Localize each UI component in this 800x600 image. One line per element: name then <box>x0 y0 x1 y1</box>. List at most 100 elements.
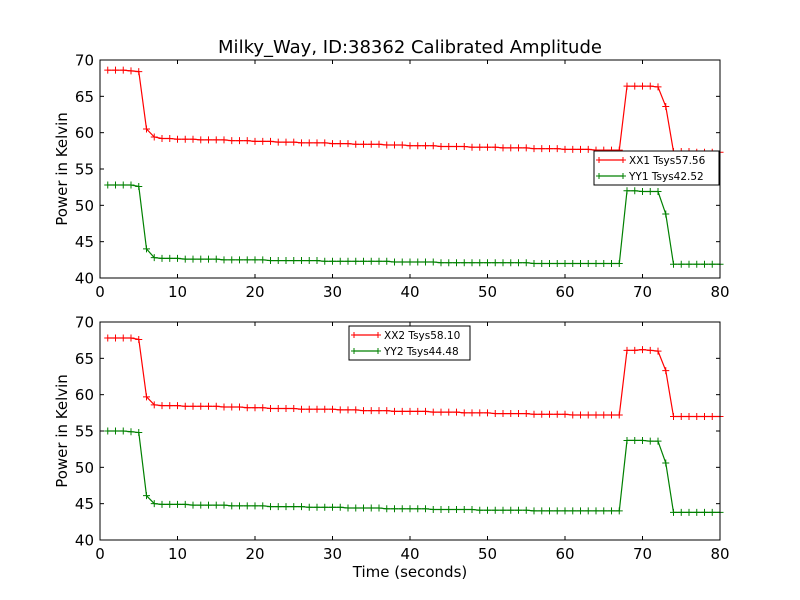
data-point <box>468 259 476 267</box>
data-point <box>220 256 228 264</box>
data-point <box>662 210 670 218</box>
series-2 <box>104 427 724 516</box>
data-point <box>546 259 553 267</box>
data-point <box>236 502 243 510</box>
y-tick-label: 45 <box>75 495 94 513</box>
data-point <box>344 504 352 512</box>
data-point <box>383 257 391 265</box>
data-point <box>406 505 414 513</box>
data-point <box>546 145 553 153</box>
data-point <box>336 503 344 511</box>
legend-item: XX1 Tsys57.56 <box>596 155 706 167</box>
data-point <box>491 143 499 151</box>
data-point <box>437 408 445 416</box>
data-point <box>530 145 538 153</box>
data-point <box>321 405 329 413</box>
data-point <box>127 181 135 189</box>
data-point <box>336 406 344 414</box>
legend: XX1 Tsys57.56 YY1 Tsys42.52 <box>593 150 720 186</box>
data-point <box>259 256 267 264</box>
data-point <box>174 402 181 410</box>
legend: XX2 Tsys58.10 YY2 Tsys44.48 <box>348 325 471 361</box>
data-point <box>654 437 662 445</box>
data-point <box>251 137 259 145</box>
data-point <box>429 505 437 513</box>
data-point <box>429 142 437 150</box>
data-point <box>166 134 174 142</box>
data-point <box>654 83 662 91</box>
data-point <box>468 505 476 513</box>
data-point <box>654 347 662 355</box>
data-point <box>414 142 422 150</box>
data-point <box>608 507 615 515</box>
data-point <box>608 411 615 419</box>
data-point <box>352 140 360 148</box>
y-axis-label: Power in Kelvin <box>53 112 71 226</box>
data-point <box>189 135 197 143</box>
data-point <box>507 506 515 514</box>
data-point <box>360 504 367 512</box>
data-point <box>600 507 608 515</box>
data-point <box>422 407 429 415</box>
data-point <box>398 141 406 149</box>
data-point <box>553 410 561 418</box>
legend-marker <box>375 332 381 338</box>
data-point <box>553 145 561 153</box>
data-point <box>569 145 577 153</box>
data-point <box>119 181 127 189</box>
y-tick-label: 50 <box>75 459 94 477</box>
data-point <box>228 256 236 264</box>
x-tick-label: 80 <box>710 545 729 563</box>
data-point <box>522 506 530 514</box>
data-point <box>608 259 615 267</box>
data-point <box>305 405 313 413</box>
data-point <box>701 260 708 268</box>
data-point <box>135 182 143 190</box>
data-point <box>499 144 507 152</box>
data-point <box>360 257 367 265</box>
data-point <box>236 137 243 145</box>
data-point <box>592 259 600 267</box>
data-point <box>538 410 546 418</box>
data-point <box>592 411 600 419</box>
data-point <box>228 137 236 145</box>
data-point <box>112 181 119 189</box>
data-point <box>437 505 445 513</box>
data-point <box>243 256 251 264</box>
data-point <box>592 507 600 515</box>
data-point <box>414 505 422 513</box>
data-point <box>685 412 693 420</box>
data-point <box>367 504 375 512</box>
data-point <box>135 68 143 76</box>
legend-marker <box>620 173 626 179</box>
y-axis-label: Power in Kelvin <box>53 374 71 488</box>
data-point <box>112 334 119 342</box>
x-tick-label: 70 <box>633 283 652 301</box>
data-point <box>484 506 491 514</box>
data-point <box>685 260 693 268</box>
data-point <box>693 260 701 268</box>
y-tick-label: 65 <box>75 350 94 368</box>
data-point <box>150 133 158 141</box>
data-point <box>189 501 197 509</box>
y-tick-label: 70 <box>75 314 94 332</box>
data-point <box>352 406 360 414</box>
data-point <box>282 404 290 412</box>
data-point <box>476 506 484 514</box>
data-point <box>259 502 267 510</box>
data-point <box>243 502 251 510</box>
x-tick-label: 50 <box>478 545 497 563</box>
data-point <box>383 407 391 415</box>
data-point <box>344 140 352 148</box>
data-point <box>522 410 530 418</box>
x-tick-label: 60 <box>555 545 574 563</box>
x-tick-label: 20 <box>245 545 264 563</box>
legend-marker <box>596 157 602 163</box>
data-point <box>693 508 701 516</box>
data-point <box>181 402 189 410</box>
data-point <box>360 140 367 148</box>
data-point <box>313 139 321 147</box>
data-point <box>631 82 639 90</box>
data-point <box>515 259 522 267</box>
data-point <box>646 188 654 196</box>
